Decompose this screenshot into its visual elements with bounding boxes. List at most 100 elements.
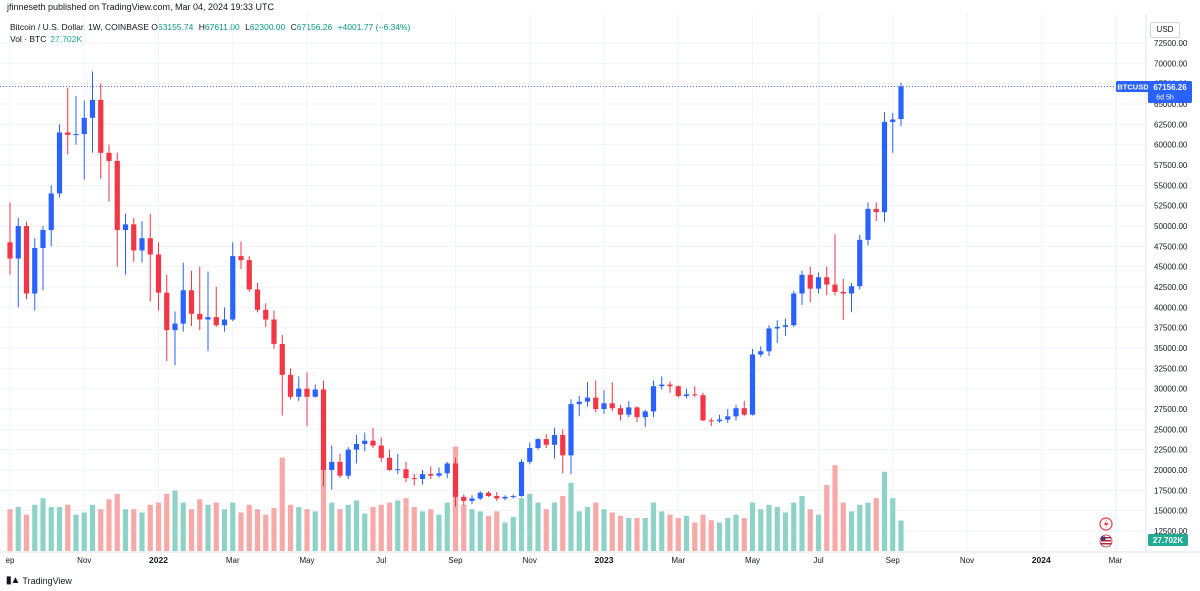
candle	[122, 213, 129, 275]
candle-body	[642, 411, 648, 418]
time-axis[interactable]: ep Nov 2022 Mar May Jul Sep Nov 2023 Mar May Jul Sep…	[6, 555, 1123, 565]
candle-body	[560, 435, 566, 456]
candle-body	[881, 121, 888, 213]
price-axis-label: 12500.00	[1154, 527, 1188, 536]
time-axis-label: Mar	[226, 556, 240, 565]
candle-body	[469, 498, 475, 501]
time-axis-label: Nov	[960, 556, 974, 565]
publisher-line: jfinneseth published on TradingView.com,…	[7, 2, 274, 12]
candle-body	[477, 492, 483, 499]
volume-bar	[799, 496, 805, 551]
volume-bar	[312, 511, 318, 551]
candle-body	[675, 386, 681, 396]
volume-bar	[254, 509, 261, 551]
candle-body	[683, 394, 690, 396]
volume-tag: 27.702K	[1148, 534, 1188, 546]
volume-bar	[213, 502, 219, 551]
candle-body	[122, 224, 129, 231]
volume-bar	[840, 502, 846, 551]
volume-bar	[832, 465, 838, 551]
candle	[576, 395, 582, 417]
candle	[807, 266, 813, 303]
candle	[15, 217, 21, 308]
candle	[271, 310, 277, 349]
candle	[865, 202, 871, 246]
currency-selector[interactable]: USD	[1150, 22, 1180, 38]
volume-bar	[370, 507, 376, 551]
volume-bar	[172, 490, 178, 551]
candle-body	[593, 397, 599, 409]
volume-bar	[791, 502, 797, 551]
candle-body	[48, 193, 54, 231]
volume-bar	[106, 499, 112, 551]
candle	[370, 427, 376, 449]
volume-bar	[716, 522, 723, 551]
volume-bar	[147, 504, 153, 551]
candle	[692, 386, 698, 397]
candle-body	[865, 208, 871, 240]
candle-body	[824, 277, 830, 285]
candle-body	[700, 395, 706, 421]
volume-bar	[601, 509, 607, 551]
candle-body	[733, 408, 739, 417]
open-value: 63155.74	[157, 22, 194, 32]
volume-bar	[32, 504, 38, 551]
volume-bar	[287, 504, 294, 551]
candle	[296, 376, 302, 401]
candle-body	[807, 274, 813, 289]
footer-brand[interactable]: ▮▲ TradingView	[6, 575, 72, 586]
candle-body	[741, 408, 747, 415]
volume-bar	[428, 509, 434, 551]
candle	[428, 466, 434, 479]
candle-body	[279, 343, 285, 375]
time-axis-label: Sep	[886, 556, 901, 565]
candle-body	[81, 117, 87, 135]
candle-body	[667, 384, 673, 387]
volume-bar	[155, 502, 162, 551]
candle-body	[461, 496, 467, 501]
candle	[155, 242, 162, 311]
candle-body	[543, 439, 549, 445]
symbol-title[interactable]: Bitcoin / U.S. Dollar, 1W, COINBASE	[10, 22, 149, 32]
time-axis-label: May	[745, 556, 760, 565]
candle-body	[287, 374, 294, 397]
bolt-event-icon[interactable]	[1099, 517, 1113, 531]
candle	[782, 318, 789, 336]
candle	[881, 112, 888, 222]
volume-bar	[238, 512, 244, 551]
volume-bar	[362, 513, 368, 551]
candle-body	[716, 419, 723, 422]
price-axis-label: 27500.00	[1154, 405, 1188, 414]
candle	[898, 82, 904, 126]
candle-body	[692, 394, 698, 396]
volume-value: 27.702K	[50, 34, 83, 44]
candle-body	[452, 463, 459, 497]
candle	[188, 270, 195, 327]
candle-body	[32, 247, 38, 294]
candle-body	[436, 473, 442, 476]
volume-bar	[279, 457, 285, 551]
candle-body	[345, 449, 351, 476]
volume-bar	[329, 502, 335, 551]
candle-body	[147, 238, 153, 255]
symbol-tag-text: BTCUSD	[1117, 83, 1149, 92]
candle	[510, 494, 516, 499]
candle	[403, 461, 409, 483]
candle-body	[568, 404, 574, 456]
candle-body	[106, 152, 112, 161]
candle	[48, 185, 54, 247]
volume-label[interactable]: Vol · BTC	[10, 34, 47, 44]
candle	[7, 202, 13, 275]
candle	[617, 404, 624, 421]
us-flag-event-icon[interactable]	[1099, 534, 1113, 548]
volume-bar	[881, 471, 888, 551]
volume-bar	[774, 507, 780, 551]
price-axis[interactable]: 12500.00 15000.00 17500.00 20000.00 22500.00…	[1154, 39, 1188, 536]
volume-bar	[535, 502, 541, 551]
high-label: H	[198, 22, 205, 32]
candle-body	[659, 384, 665, 387]
candle-body	[246, 260, 252, 290]
candle	[65, 87, 71, 155]
candle-body	[254, 289, 261, 310]
